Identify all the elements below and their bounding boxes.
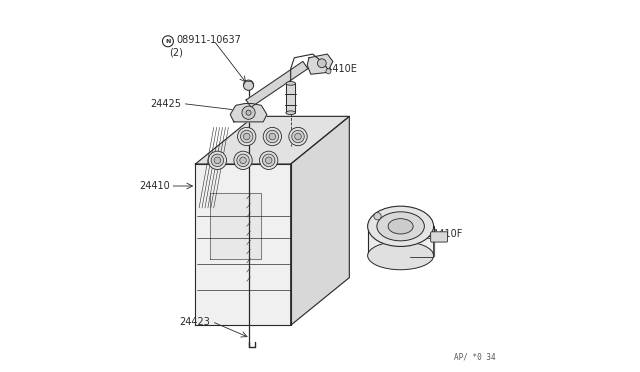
Polygon shape <box>410 235 433 257</box>
Ellipse shape <box>367 241 433 270</box>
Circle shape <box>211 154 223 167</box>
Polygon shape <box>367 226 433 256</box>
Text: AP/ *0 34: AP/ *0 34 <box>454 353 496 362</box>
Circle shape <box>292 130 304 143</box>
Text: N: N <box>165 39 171 44</box>
Circle shape <box>262 154 275 167</box>
Ellipse shape <box>286 81 296 85</box>
Circle shape <box>214 157 221 164</box>
Text: 08911-10637: 08911-10637 <box>176 35 241 45</box>
Ellipse shape <box>388 219 413 234</box>
Circle shape <box>237 127 256 146</box>
Circle shape <box>242 106 255 119</box>
Ellipse shape <box>286 111 296 115</box>
Text: (2): (2) <box>170 48 183 58</box>
Polygon shape <box>195 164 291 325</box>
Circle shape <box>266 157 272 164</box>
Circle shape <box>326 69 331 74</box>
Circle shape <box>266 130 278 143</box>
Polygon shape <box>246 61 308 107</box>
Circle shape <box>260 151 278 170</box>
Polygon shape <box>291 116 349 325</box>
Circle shape <box>289 127 307 146</box>
Circle shape <box>234 151 252 170</box>
Polygon shape <box>230 103 267 122</box>
Polygon shape <box>307 54 333 74</box>
Polygon shape <box>195 116 349 164</box>
Circle shape <box>246 110 251 115</box>
Text: 24425: 24425 <box>150 99 180 109</box>
Circle shape <box>269 133 276 140</box>
Circle shape <box>263 127 282 146</box>
Circle shape <box>317 59 326 68</box>
Circle shape <box>240 157 246 164</box>
Text: 24410E: 24410E <box>320 64 357 74</box>
Polygon shape <box>286 83 295 113</box>
Text: 24410F: 24410F <box>426 229 463 238</box>
Circle shape <box>208 151 227 170</box>
Circle shape <box>241 130 253 143</box>
Text: 24423: 24423 <box>179 317 210 327</box>
Circle shape <box>243 133 250 140</box>
Polygon shape <box>210 193 261 259</box>
Ellipse shape <box>367 206 433 247</box>
FancyBboxPatch shape <box>431 232 447 242</box>
Circle shape <box>294 133 301 140</box>
Ellipse shape <box>377 212 424 241</box>
Text: 24410: 24410 <box>139 181 170 191</box>
Circle shape <box>237 154 249 167</box>
Circle shape <box>374 212 381 220</box>
Circle shape <box>243 80 253 90</box>
